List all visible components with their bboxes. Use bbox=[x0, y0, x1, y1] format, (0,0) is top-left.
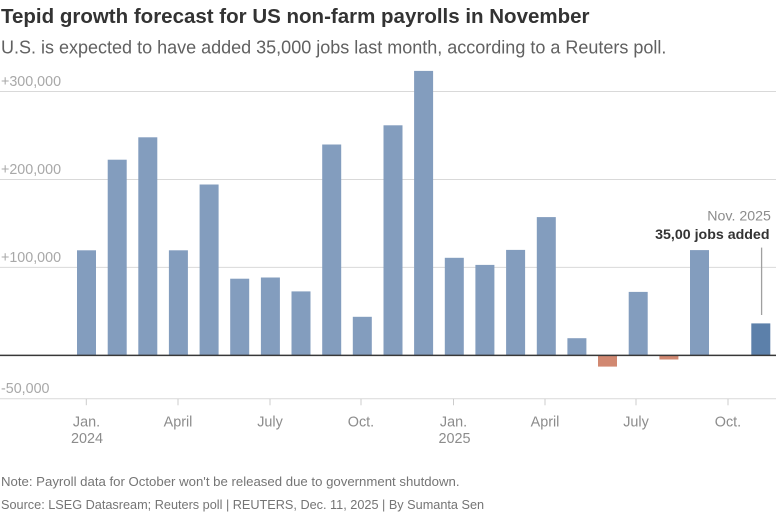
svg-text:U.S. is expected to have added: U.S. is expected to have added 35,000 jo… bbox=[1, 37, 666, 57]
svg-text:-50,000: -50,000 bbox=[1, 381, 50, 397]
svg-text:+100,000: +100,000 bbox=[1, 250, 61, 266]
svg-text:Jan.: Jan. bbox=[73, 415, 100, 431]
svg-text:July: July bbox=[257, 415, 283, 431]
svg-text:+200,000: +200,000 bbox=[1, 162, 61, 178]
svg-text:2025: 2025 bbox=[438, 431, 470, 447]
svg-text:Jan.: Jan. bbox=[440, 415, 467, 431]
svg-text:April: April bbox=[531, 415, 560, 431]
svg-text:Note: Payroll data for October: Note: Payroll data for October won't be … bbox=[1, 474, 460, 489]
svg-text:Oct.: Oct. bbox=[715, 415, 741, 431]
svg-text:Tepid growth forecast for US n: Tepid growth forecast for US non-farm pa… bbox=[1, 5, 590, 28]
svg-text:April: April bbox=[164, 415, 193, 431]
svg-text:2024: 2024 bbox=[71, 431, 103, 447]
svg-text:July: July bbox=[623, 415, 649, 431]
svg-text:+300,000: +300,000 bbox=[1, 74, 61, 90]
svg-text:Nov. 2025: Nov. 2025 bbox=[707, 209, 771, 225]
svg-text:Source: LSEG Datasream; Reuter: Source: LSEG Datasream; Reuters poll | R… bbox=[1, 498, 484, 512]
svg-text:35,00 jobs added: 35,00 jobs added bbox=[655, 227, 769, 243]
svg-text:Oct.: Oct. bbox=[348, 415, 374, 431]
